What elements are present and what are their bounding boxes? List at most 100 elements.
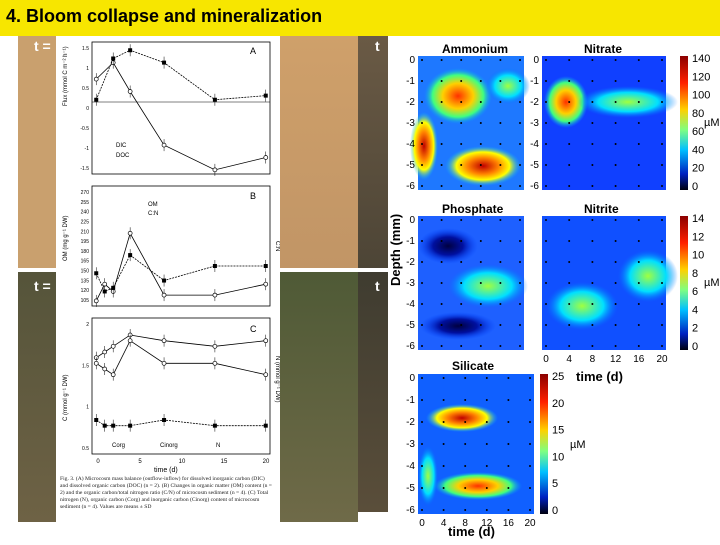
y-tick-label: 1 [86,66,89,72]
sample-dot [661,261,663,263]
sample-dot [499,240,502,242]
sample-dot [499,303,502,305]
photo-sediment-bottom-right [280,272,358,522]
sample-dot [637,59,640,61]
data-point [162,278,167,283]
series-line [96,419,266,427]
y-tick-label: 150 [81,269,90,275]
sample-dot [460,80,463,82]
unit-top: µM [704,117,720,129]
y-tick-label: 1.5 [82,46,89,52]
sample-dot [479,219,482,221]
phosphate-title: Phosphate [442,202,504,216]
sample-dot [614,345,617,347]
sample-dot [440,101,443,103]
time-label-bottom-right: t [375,278,380,294]
time-tick-label: 20 [656,354,668,365]
sample-dot [479,261,482,263]
colorbar-tick-label: 2 [692,323,698,335]
depth-tick-label: -3 [530,118,539,129]
time-label-bottom-left: t = [34,278,51,294]
sample-dot [637,185,640,187]
y-tick-label: 1 [86,405,89,411]
sample-dot [464,487,467,489]
data-point [162,60,167,65]
sample-dot [661,80,663,82]
ammonium-title: Ammonium [442,42,508,56]
panel-c: C C (mmol g⁻¹ DW) N (mmol g⁻¹ DW) 2 1.5 1 0… [63,317,280,455]
sample-dot [421,324,423,326]
data-point [111,56,116,61]
panel-b-ylabel: OM (mg g⁻¹ DW) [63,216,69,262]
y-tick-label: -1 [85,146,90,152]
data-point [111,423,116,428]
nitrite-title: Nitrite [584,202,619,216]
sample-dot [614,59,617,61]
depth-tick-label: -6 [406,181,415,192]
sample-dot [637,261,640,263]
sample-dot [440,261,443,263]
sample-dot [442,443,445,445]
data-point [212,360,218,366]
sample-dot [479,80,482,82]
sample-dot [499,122,502,124]
unit-bottom: µM [570,439,586,451]
sample-dot [545,261,547,263]
sample-dot [519,303,521,305]
sample-dot [479,164,482,166]
colorbar-tick-label: 0 [692,181,698,193]
y-tick-label: 210 [81,229,90,235]
sample-dot [421,164,423,166]
depth-tick-label: -5 [406,160,415,171]
sample-dot [637,282,640,284]
y-tick-label: -0.5 [80,126,89,132]
data-point [161,142,167,148]
data-point [127,89,133,94]
colorbar-tick-label: 25 [552,371,564,383]
sample-dot [519,345,521,347]
data-point [93,298,99,304]
sample-dot [440,240,443,242]
x-tick-label: 0 [96,459,100,465]
paper-xlabel: time (d) [154,467,178,474]
sample-dot [545,101,547,103]
sample-dot [519,59,521,61]
sample-dot [499,345,502,347]
legend-doc: DOC [116,153,130,159]
sample-dot [637,345,640,347]
depth-tick-label: -3 [406,439,415,450]
sample-dot [421,240,423,242]
data-point [102,423,107,428]
sample-dot [529,487,531,489]
time-tick-label: 8 [462,518,468,529]
sample-dot [591,143,594,145]
photo-sand-top-right [280,36,358,268]
sample-dot [545,164,547,166]
colorbar-tick-label: 15 [552,425,564,437]
sample-dot [568,101,571,103]
y-tick-label: 0.5 [82,446,89,452]
sample-dot [568,59,571,61]
sample-dot [614,101,617,103]
sample-dot [614,164,617,166]
time-tick-label: 4 [441,518,447,529]
sample-dot [507,443,510,445]
data-point [263,281,269,287]
sample-dot [614,143,617,145]
sample-dot [591,80,594,82]
sample-dot [545,345,547,347]
sample-dot [661,219,663,221]
sample-dot [442,421,445,423]
maps-ylabel: Depth (mm) [388,214,403,286]
time-label-top-right: t [375,38,380,54]
sample-dot [460,185,463,187]
sample-dot [519,80,521,82]
sample-dot [519,185,521,187]
colorbar-tick-label: 10 [692,250,704,262]
series-line [96,340,266,376]
sample-dot [421,101,423,103]
sample-dot [499,261,502,263]
data-point [102,349,108,355]
sample-dot [591,345,594,347]
title-banner: 4. Bloom collapse and mineralization [0,0,720,36]
